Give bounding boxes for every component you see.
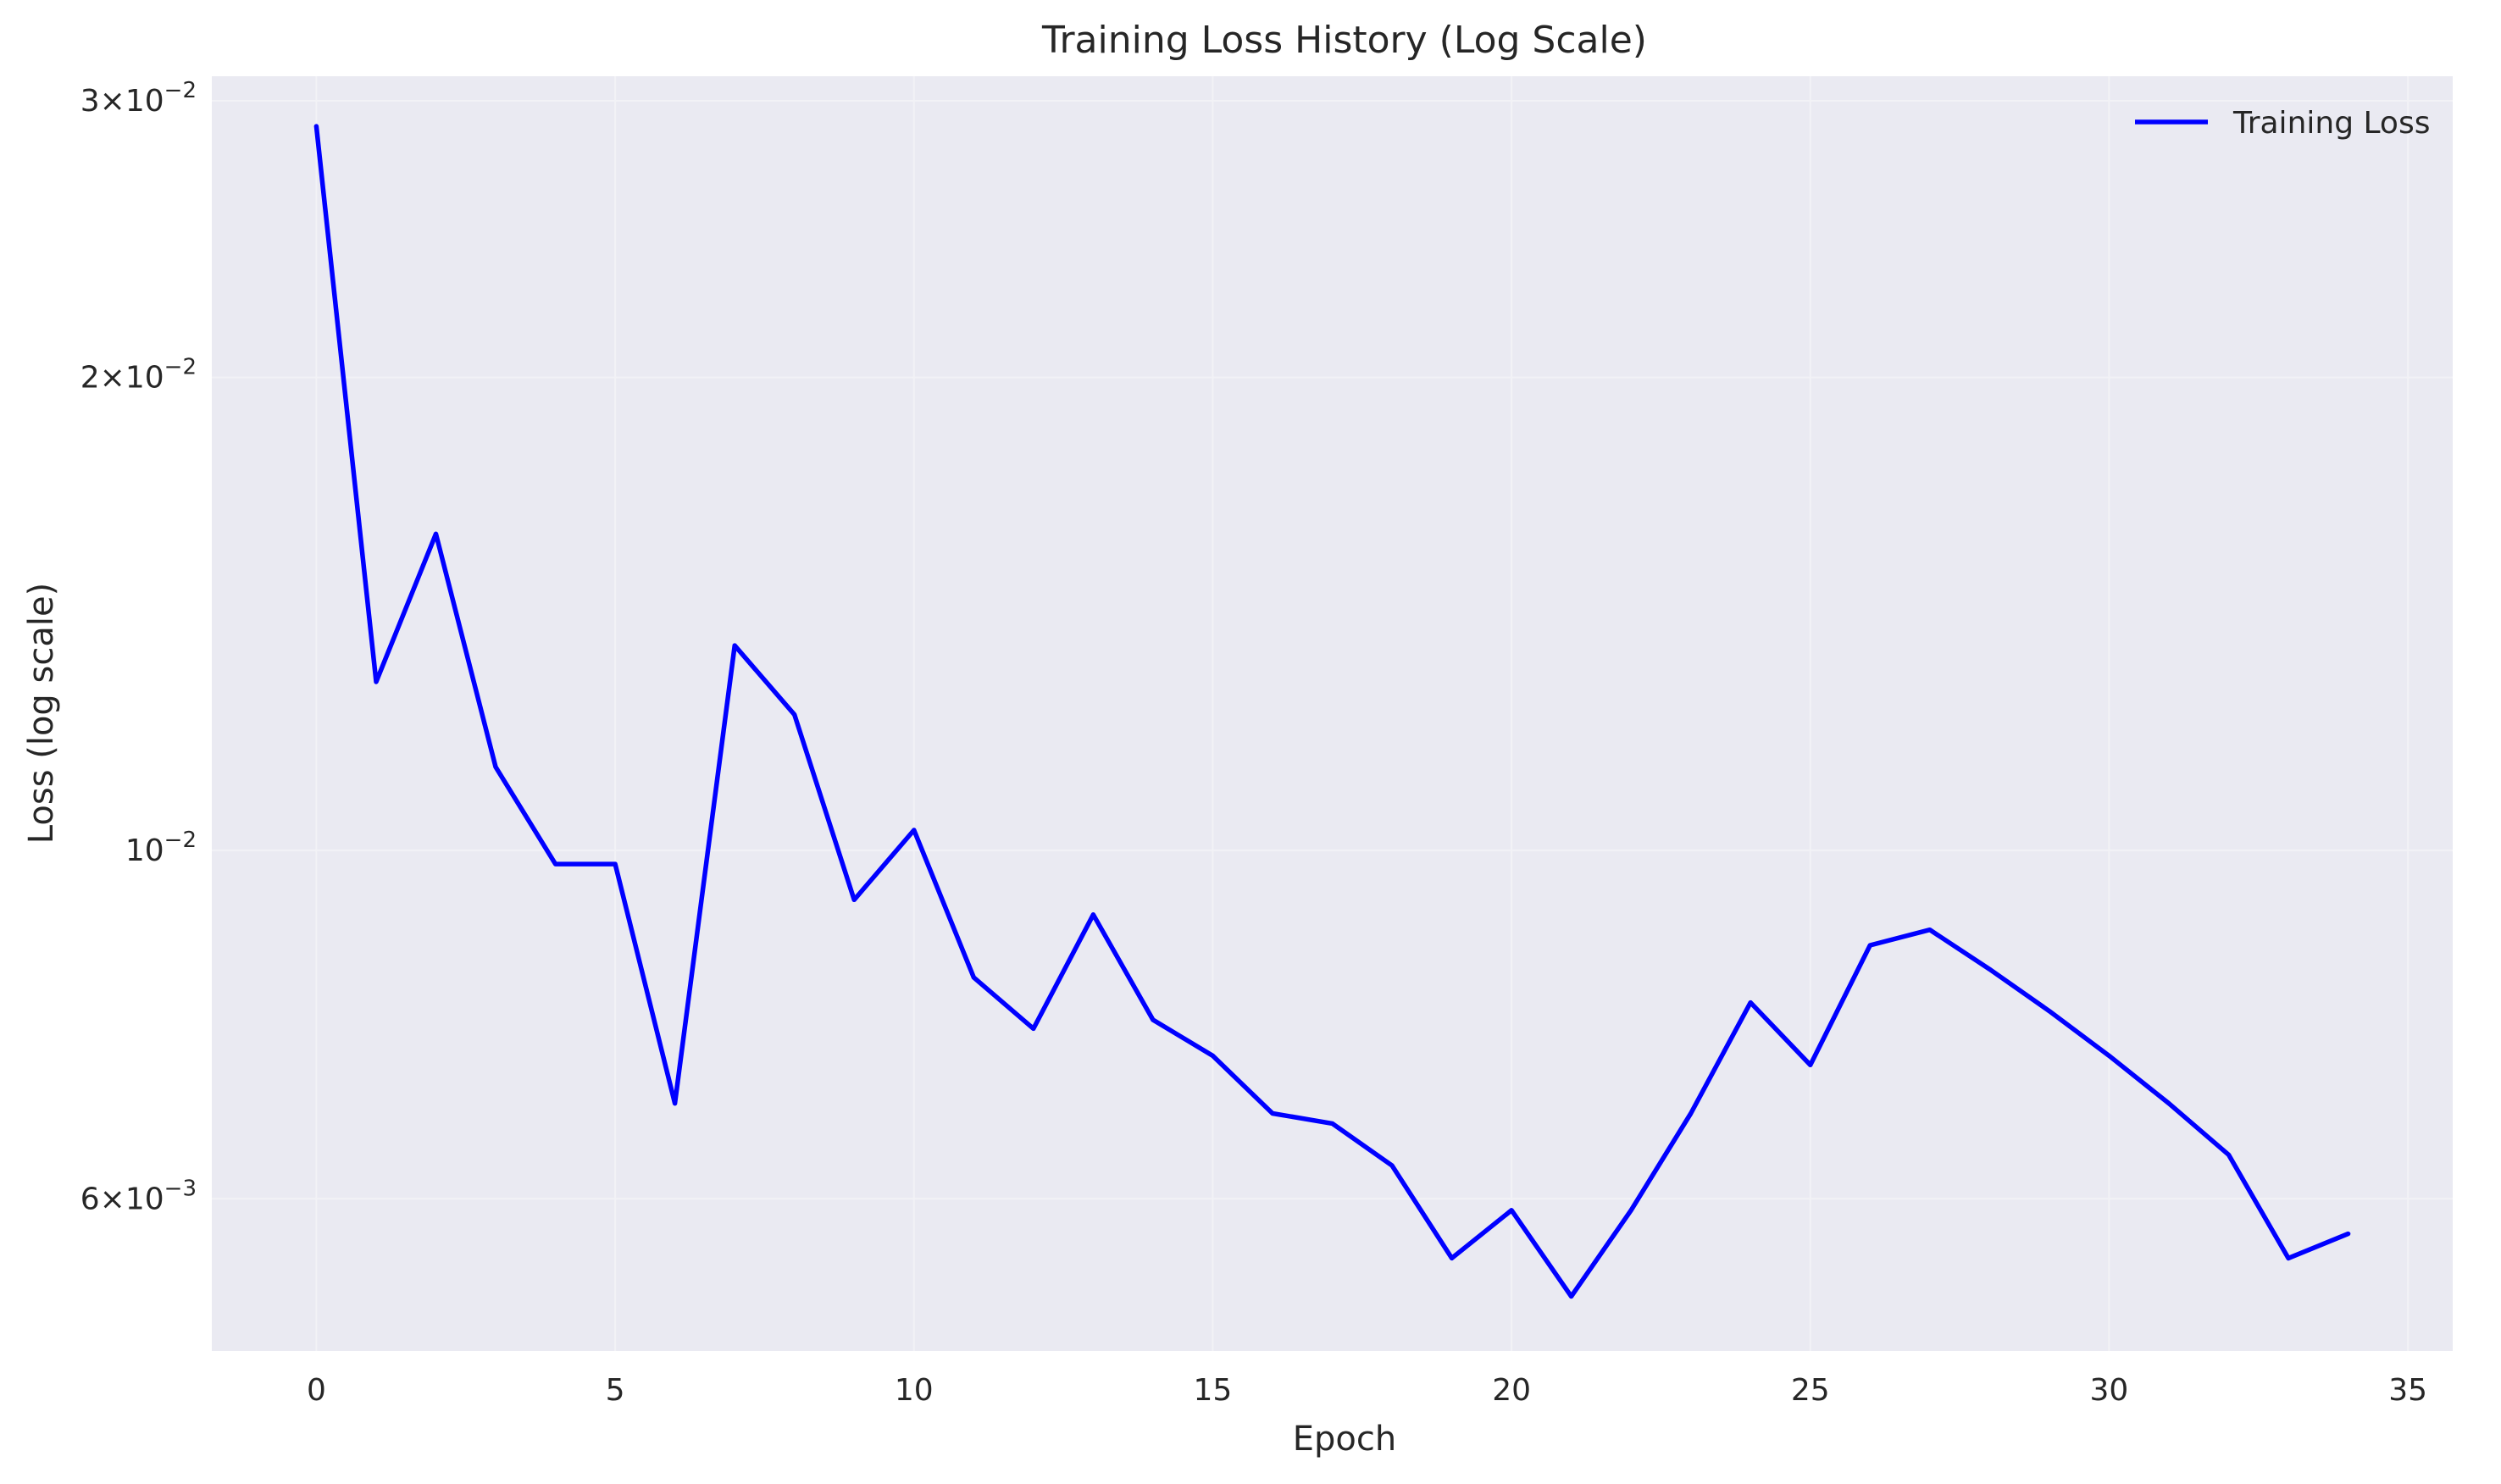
grid [212, 76, 2453, 1351]
x-axis-label: Epoch [1293, 1420, 1396, 1459]
y-axis-label: Loss (log scale) [22, 583, 61, 844]
y-tick-label: 10−2 [125, 828, 197, 868]
plot-background [212, 76, 2453, 1351]
y-tick-label: 6×10−3 [80, 1176, 197, 1216]
legend: Training Loss [2135, 106, 2430, 141]
y-axis-ticks: 3×10−2 2×10−2 10−2 6×10−3 [80, 78, 197, 1216]
legend-label-training-loss: Training Loss [2232, 106, 2430, 141]
y-tick-label: 2×10−2 [80, 355, 197, 396]
series-line-training-loss [313, 124, 2351, 1299]
series-layer [313, 124, 2351, 1299]
x-tick-label: 5 [606, 1373, 625, 1408]
y-tick-label: 3×10−2 [80, 78, 197, 119]
x-tick-label: 0 [307, 1373, 326, 1408]
x-axis-ticks: 0 5 10 15 20 25 30 35 [307, 1373, 2427, 1408]
x-tick-label: 30 [2090, 1373, 2129, 1408]
x-tick-label: 20 [1492, 1373, 1531, 1408]
x-tick-label: 35 [2388, 1373, 2427, 1408]
chart-title: Training Loss History (Log Scale) [1041, 19, 1647, 62]
x-tick-label: 10 [895, 1373, 934, 1408]
x-tick-label: 15 [1194, 1373, 1233, 1408]
x-tick-label: 25 [1791, 1373, 1830, 1408]
